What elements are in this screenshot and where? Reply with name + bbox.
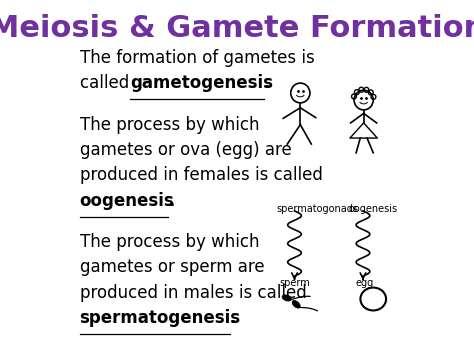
- Ellipse shape: [282, 295, 291, 301]
- Text: egg: egg: [355, 278, 374, 288]
- Text: .: .: [264, 74, 270, 92]
- Text: .: .: [230, 309, 236, 327]
- Text: sperm: sperm: [280, 278, 310, 288]
- Text: called: called: [80, 74, 134, 92]
- Text: produced in females is called: produced in females is called: [80, 166, 322, 184]
- Text: The formation of gametes is: The formation of gametes is: [80, 49, 314, 67]
- Text: oogenesis: oogenesis: [80, 192, 174, 209]
- Text: produced in males is called: produced in males is called: [80, 284, 306, 301]
- Text: gametes or ova (egg) are: gametes or ova (egg) are: [80, 141, 292, 159]
- Text: spermatogonads: spermatogonads: [276, 204, 358, 214]
- Text: The process by which: The process by which: [80, 233, 259, 251]
- Text: The process by which: The process by which: [80, 115, 259, 133]
- Text: Meiosis & Gamete Formation: Meiosis & Gamete Formation: [0, 14, 474, 43]
- Text: oogenesis: oogenesis: [348, 204, 397, 214]
- Text: gametes or sperm are: gametes or sperm are: [80, 258, 264, 276]
- Ellipse shape: [292, 300, 301, 308]
- Text: spermatogenesis: spermatogenesis: [80, 309, 241, 327]
- Text: .: .: [168, 192, 174, 209]
- Text: gametogenesis: gametogenesis: [130, 74, 273, 92]
